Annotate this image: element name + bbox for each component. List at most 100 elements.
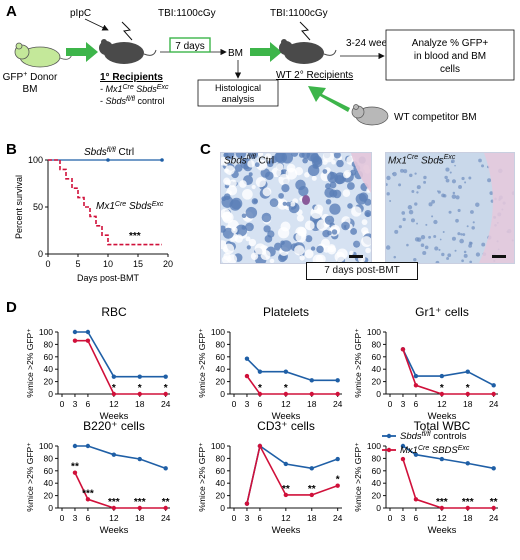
donor-mouse-icon <box>14 42 73 68</box>
histology-cell <box>286 163 296 173</box>
significance-mark: * <box>258 383 262 394</box>
x-tick-label: 0 <box>232 513 237 523</box>
histology-cell <box>459 238 464 244</box>
chart-title: CD3⁺ cells <box>257 419 315 433</box>
histology-cell <box>302 157 308 164</box>
histology-cell <box>403 169 408 174</box>
histology-cell <box>445 167 450 172</box>
histology-cell <box>361 236 371 247</box>
histology-cell <box>235 153 247 159</box>
histology-cell <box>470 210 474 214</box>
y-tick-label: 80 <box>372 453 382 463</box>
significance-mark: ** <box>308 484 316 495</box>
histology-cell <box>460 233 463 236</box>
histology-cell <box>454 164 456 167</box>
histology-cell <box>322 153 335 163</box>
histology-cell <box>469 260 473 263</box>
series-line <box>74 339 166 395</box>
histology-cell <box>463 250 467 254</box>
histology-cell <box>386 245 391 250</box>
histology-cell <box>444 175 448 180</box>
histology-cell <box>264 153 272 161</box>
histology-cell <box>365 247 371 254</box>
x-tick-label: 3 <box>73 399 78 409</box>
y-tick-label: 80 <box>44 339 54 349</box>
panel-c-letter: C <box>200 141 211 158</box>
histology-cell <box>286 201 291 207</box>
histology-cell <box>245 222 254 232</box>
data-point <box>111 374 117 379</box>
y-tick-label: 80 <box>44 453 54 463</box>
histology-cell <box>420 234 426 240</box>
histology-cell <box>315 254 326 263</box>
histology-cell <box>297 227 307 237</box>
data-point <box>137 374 142 379</box>
histology-cell <box>438 248 441 251</box>
histology-cell <box>295 179 306 191</box>
histology-cell <box>441 193 445 198</box>
y-tick-label: 60 <box>216 352 226 362</box>
histology-cell <box>304 249 314 259</box>
series-line <box>246 358 338 382</box>
donor-label: GFP+ Donor <box>3 71 58 83</box>
y-tick-label: 80 <box>216 339 226 349</box>
histology-megakaryocyte <box>302 195 310 205</box>
histology-cell <box>446 256 450 260</box>
histology-cell <box>475 252 481 257</box>
primary-recipient-mouse-icon <box>99 39 157 64</box>
svg-text:Analyze % GFP+: Analyze % GFP+ <box>412 38 489 49</box>
histology-cell <box>276 163 284 171</box>
x-tick-label: 12 <box>109 513 119 523</box>
histology-cell <box>241 213 247 219</box>
histology-cell <box>226 256 232 262</box>
y-tick-label: 40 <box>44 478 54 488</box>
histology-cell <box>281 184 290 193</box>
histology-cell <box>454 249 457 252</box>
survival-series-label-mut: Mx1Cre SbdsExc <box>96 201 164 212</box>
x-tick-label: 24 <box>161 399 171 409</box>
histology-cell <box>248 238 257 247</box>
histology-cell <box>392 172 394 175</box>
significance-mark: ** <box>490 497 498 508</box>
histology-cell <box>304 220 315 231</box>
histology-cell <box>448 210 452 214</box>
data-point <box>163 374 168 379</box>
histology-cell <box>487 178 492 183</box>
x-tick-label: 3 <box>401 399 406 409</box>
x-tick-label: 18 <box>307 513 317 523</box>
histology-cell <box>424 245 429 250</box>
data-point <box>257 391 263 397</box>
histology-cell <box>461 176 465 181</box>
data-point <box>413 452 419 457</box>
histology-cell <box>245 206 258 219</box>
histology-cell <box>331 229 338 235</box>
histology-cell <box>435 260 440 263</box>
y-axis-label: %mice >2% GFP⁺ <box>353 442 363 512</box>
lightning-1-icon <box>121 21 133 41</box>
data-point <box>491 391 496 397</box>
histology-cell <box>329 203 341 215</box>
histology-label-mut: Mx1Cre SbdsExc <box>388 154 456 167</box>
x-tick-label: 6 <box>258 513 263 523</box>
histology-cell <box>416 185 421 190</box>
y-tick-label: 40 <box>216 364 226 374</box>
data-point <box>111 452 117 457</box>
data-point <box>491 505 496 511</box>
green-arrow-up-icon <box>308 86 350 112</box>
histology-cell <box>343 171 351 179</box>
data-point <box>335 391 340 397</box>
histology-cell <box>223 243 235 255</box>
histology-cell <box>438 158 442 162</box>
histology-cell <box>254 162 260 168</box>
data-point <box>309 492 314 498</box>
histology-cell <box>324 215 335 225</box>
histology-cell <box>325 198 332 205</box>
histology-cell <box>464 181 467 184</box>
series-line <box>402 349 495 387</box>
series-line <box>246 443 338 504</box>
survival-y-label: Percent survival <box>14 175 24 239</box>
data-point <box>413 383 419 388</box>
histology-cell <box>327 230 332 236</box>
chart-title: Gr1⁺ cells <box>415 305 469 319</box>
histology-cell <box>235 224 248 237</box>
